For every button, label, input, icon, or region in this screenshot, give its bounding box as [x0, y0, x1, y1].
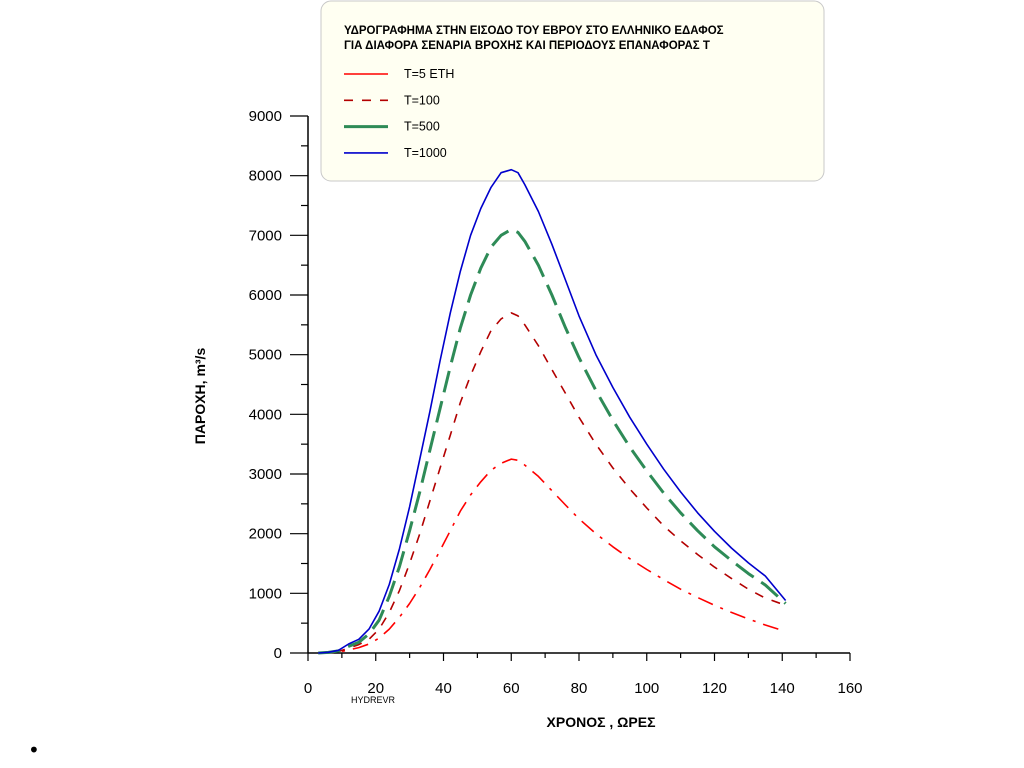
- x-tick-label: 100: [634, 680, 659, 697]
- series-line-4: [318, 168, 787, 654]
- series-line-1: [318, 458, 786, 654]
- x-tick-label: 80: [571, 680, 588, 697]
- y-tick-label: 2000: [249, 526, 282, 543]
- chart-title-line-1: ΥΔΡΟΓΡΑΦΗΜΑ ΣΤΗΝ ΕΙΣΟΔΟ ΤΟΥ ΕΒΡΟΥ ΣΤΟ ΕΛ…: [344, 25, 724, 37]
- legend-entries: T=5 ETH T=100 T=500 T=1000: [344, 67, 454, 160]
- y-tick-label: 9000: [249, 108, 282, 125]
- x-tick-label: 0: [304, 680, 312, 697]
- y-tick-label: 8000: [249, 168, 282, 185]
- y-tick-label: 1000: [249, 585, 282, 602]
- x-tick-label: 60: [503, 680, 520, 697]
- y-tick-label: 6000: [249, 287, 282, 304]
- legend-label-1: T=5 ETH: [404, 67, 454, 81]
- bullet-marker: •: [28, 738, 40, 762]
- axes: 0 20 40 60 80 100 120 140 160 0 1000 2000 3000 4000 50…: [249, 108, 863, 697]
- y-tick-label: 4000: [249, 406, 282, 423]
- series-line-3: [318, 227, 787, 655]
- x-tick-label: 160: [837, 680, 862, 697]
- chart-title-line-2: ΓΙΑ ΔΙΑΦΟΡΑ ΣΕΝΑΡΙΑ ΒΡΟΧΗΣ ΚΑΙ ΠΕΡΙΟΔΟΥΣ…: [344, 40, 710, 52]
- legend-label-4: T=1000: [404, 146, 447, 160]
- source-note: HYDREVR: [351, 695, 396, 705]
- plot-lines: [318, 168, 787, 655]
- legend: ΥΔΡΟΓΡΑΦΗΜΑ ΣΤΗΝ ΕΙΣΟΔΟ ΤΟΥ ΕΒΡΟΥ ΣΤΟ ΕΛ…: [320, 0, 825, 182]
- x-axis-title: ΧΡΟΝΟΣ , ΩΡΕΣ: [547, 714, 656, 730]
- y-tick-label: 5000: [249, 347, 282, 364]
- y-tick-label: 7000: [249, 227, 282, 244]
- legend-label-2: T=100: [404, 93, 440, 107]
- legend-box: [320, 0, 825, 182]
- legend-label-3: T=500: [404, 120, 440, 134]
- y-tick-label: 3000: [249, 466, 282, 483]
- x-tick-label: 120: [702, 680, 727, 697]
- y-axis-title: ΠΑΡΟΧΗ, m³/s: [192, 348, 208, 445]
- x-tick-label: 140: [770, 680, 795, 697]
- x-tick-label: 40: [435, 680, 452, 697]
- x-tick-label: 20: [367, 680, 384, 697]
- y-tick-label: 0: [274, 645, 282, 662]
